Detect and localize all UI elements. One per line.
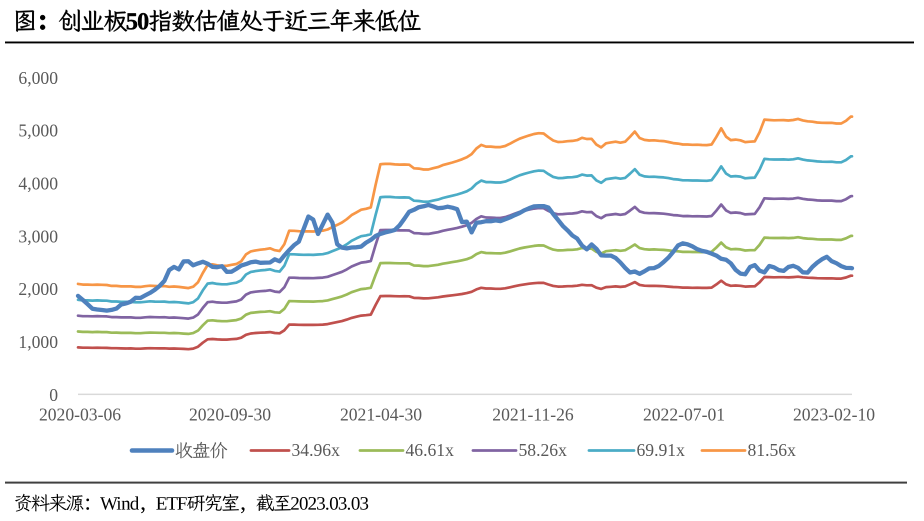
svg-text:5,000: 5,000 xyxy=(18,121,58,141)
svg-text:2,000: 2,000 xyxy=(18,279,58,299)
svg-text:2020-09-30: 2020-09-30 xyxy=(189,405,271,425)
svg-text:3,000: 3,000 xyxy=(18,226,58,246)
svg-text:6,000: 6,000 xyxy=(18,68,58,88)
svg-text:0: 0 xyxy=(49,385,58,405)
svg-text:58.26x: 58.26x xyxy=(519,440,568,460)
svg-text:1,000: 1,000 xyxy=(18,332,58,352)
svg-text:34.96x: 34.96x xyxy=(292,440,341,460)
svg-text:69.91x: 69.91x xyxy=(637,440,686,460)
svg-text:46.61x: 46.61x xyxy=(406,440,455,460)
svg-text:2021-11-26: 2021-11-26 xyxy=(492,405,574,425)
svg-text:2021-04-30: 2021-04-30 xyxy=(340,405,422,425)
svg-text:4,000: 4,000 xyxy=(18,174,58,194)
svg-text:2023-02-10: 2023-02-10 xyxy=(793,405,875,425)
svg-text:2020-03-06: 2020-03-06 xyxy=(39,405,121,425)
svg-text:2022-07-01: 2022-07-01 xyxy=(643,405,725,425)
svg-text:81.56x: 81.56x xyxy=(748,440,797,460)
